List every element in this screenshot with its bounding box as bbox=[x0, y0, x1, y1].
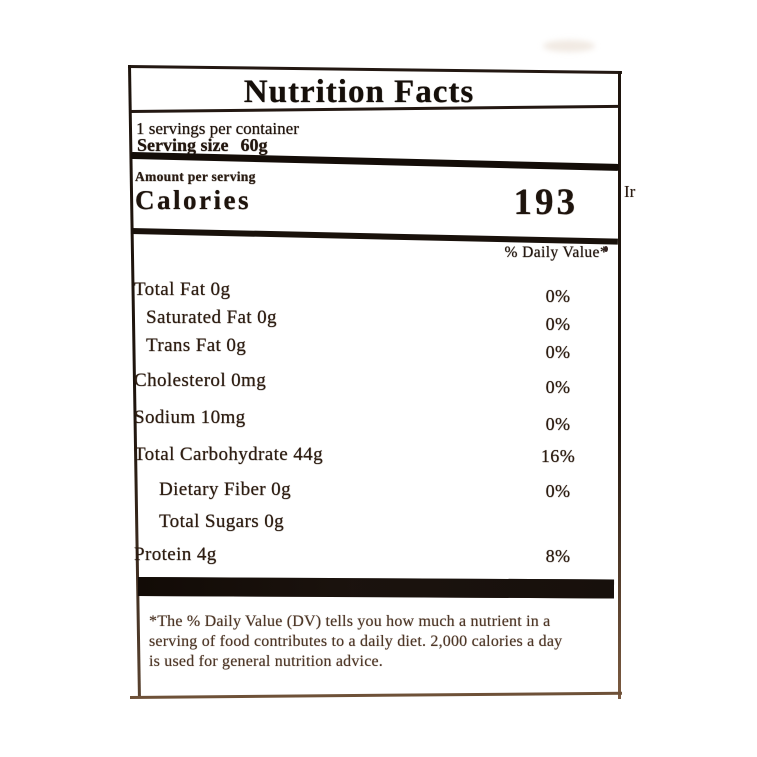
nutrient-name: Sodium 10mg bbox=[134, 407, 246, 428]
nutrient-row: Dietary Fiber 0g 0% bbox=[128, 478, 620, 501]
nutrient-row: Protein 4g 8% bbox=[128, 543, 620, 566]
calories-label: Calories bbox=[135, 185, 251, 215]
label-border-bottom bbox=[129, 691, 622, 699]
nutrient-daily-value: 8% bbox=[545, 546, 571, 566]
label-border-top bbox=[127, 65, 622, 75]
nutrient-row: Cholesterol 0mg 0% bbox=[128, 369, 620, 397]
thick-bar-footnote bbox=[137, 577, 615, 599]
thick-bar-calories bbox=[130, 228, 618, 245]
label-title: Nutrition Facts bbox=[243, 74, 475, 110]
servings-per-container: 1 servings per container bbox=[136, 119, 299, 138]
nutrient-name: Dietary Fiber 0g bbox=[159, 479, 291, 500]
nutrient-daily-value: 0% bbox=[545, 481, 571, 501]
nutrient-row: Total Fat 0g 0% bbox=[128, 278, 620, 306]
nutrient-name: Total Carbohydrate 44g bbox=[134, 444, 323, 465]
nutrient-name: Protein 4g bbox=[134, 544, 217, 565]
nutrient-row: Sodium 10mg 0% bbox=[128, 406, 620, 434]
nutrient-name: Total Fat 0g bbox=[134, 279, 231, 300]
label-border-right bbox=[618, 71, 621, 699]
nutrient-daily-value: 0% bbox=[545, 342, 571, 362]
stray-text-fragment: Ir bbox=[624, 182, 636, 201]
nutrient-name: Trans Fat 0g bbox=[146, 335, 247, 356]
serving-size-label: Serving size bbox=[137, 135, 229, 155]
paper-smudge bbox=[543, 40, 595, 52]
footnote-line: *The % Daily Value (DV) tells you how mu… bbox=[149, 613, 551, 630]
nutrient-daily-value: 0% bbox=[545, 314, 571, 334]
nutrient-daily-value: 0% bbox=[545, 286, 571, 306]
serving-size-row: Serving size 60g bbox=[137, 135, 268, 156]
nutrient-daily-value: 0% bbox=[545, 414, 571, 434]
nutrient-row: Total Carbohydrate 44g 16% bbox=[128, 443, 620, 466]
footnote: *The % Daily Value (DV) tells you how mu… bbox=[149, 612, 611, 672]
nutrient-row: Saturated Fat 0g 0% bbox=[128, 306, 620, 334]
calories-value: 193 bbox=[513, 182, 578, 223]
footnote-line: is used for general nutrition advice. bbox=[149, 653, 383, 670]
nutrient-row: Trans Fat 0g 0% bbox=[128, 334, 620, 362]
nutrient-name: Saturated Fat 0g bbox=[146, 307, 277, 328]
footnote-line: serving of food contributes to a daily d… bbox=[149, 633, 563, 650]
nutrient-row: Total Sugars 0g bbox=[128, 510, 620, 533]
nutrient-rows: Total Fat 0g 0% Saturated Fat 0g 0% Trans Fa… bbox=[128, 273, 620, 566]
daily-value-header: % Daily Value* bbox=[504, 244, 608, 261]
nutrition-facts-label: Nutrition Facts 1 servings per container… bbox=[127, 64, 622, 699]
amount-per-serving-label: Amount per serving bbox=[135, 169, 256, 184]
ink-speck bbox=[604, 246, 608, 252]
nutrient-daily-value: 0% bbox=[545, 377, 571, 397]
serving-size-value: 60g bbox=[240, 135, 268, 155]
nutrient-daily-value: 16% bbox=[540, 446, 576, 466]
nutrient-name: Cholesterol 0mg bbox=[134, 370, 267, 391]
nutrient-name: Total Sugars 0g bbox=[159, 511, 284, 532]
